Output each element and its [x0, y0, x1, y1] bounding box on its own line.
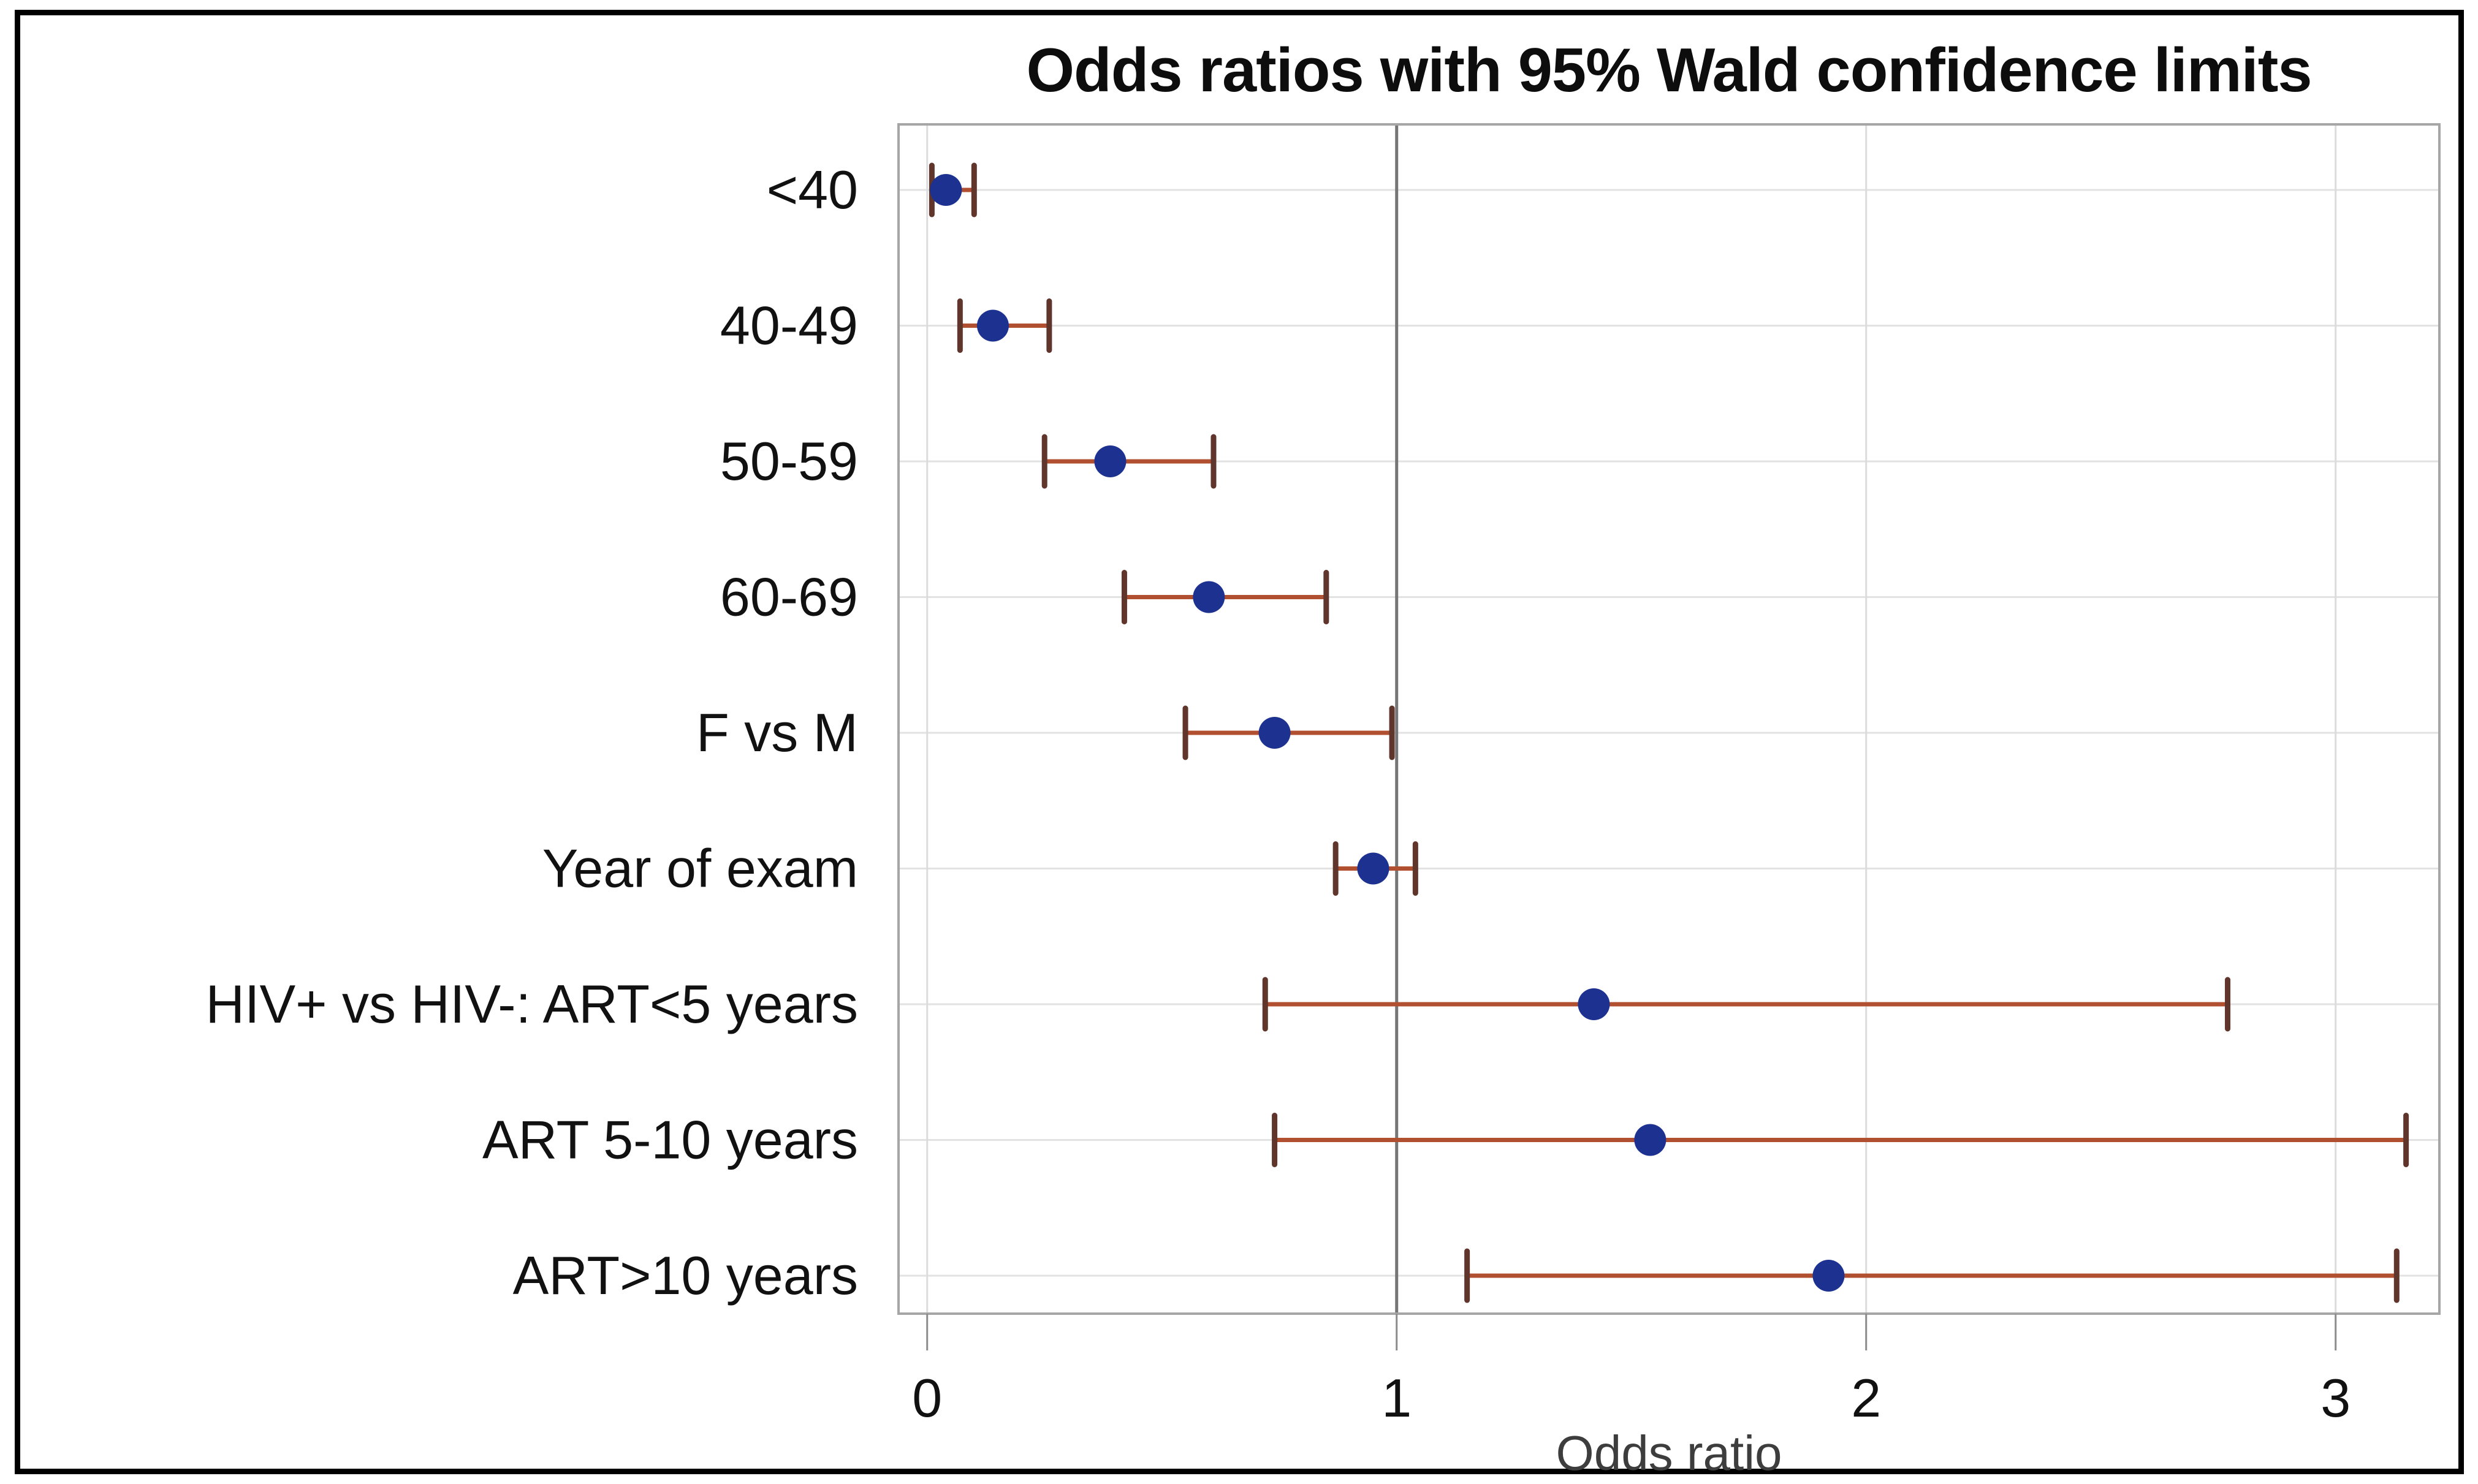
odds-ratio-dot — [1634, 1124, 1667, 1156]
category-label: <40 — [767, 159, 858, 220]
category-label: 50-59 — [720, 431, 858, 491]
odds-ratio-dot — [1357, 852, 1389, 885]
category-label: 40-49 — [720, 295, 858, 355]
plot-frame — [897, 123, 2441, 1315]
x-tick-label: 1 — [1382, 1368, 1412, 1428]
x-tick-label: 0 — [912, 1368, 942, 1428]
x-tick-label: 2 — [1851, 1368, 1881, 1428]
category-label: F vs M — [696, 702, 858, 763]
chart-title: Odds ratios with 95% Wald confidence lim… — [1026, 36, 2312, 105]
category-label: ART 5-10 years — [482, 1109, 858, 1170]
odds-ratio-dot — [1094, 445, 1127, 477]
odds-ratio-dot — [1258, 717, 1291, 749]
x-axis-title: Odds ratio — [1556, 1426, 1782, 1480]
category-label: 60-69 — [720, 566, 858, 627]
odds-ratio-dot — [1812, 1260, 1845, 1292]
odds-ratio-dot — [1578, 988, 1610, 1020]
odds-ratio-dot — [976, 309, 1009, 342]
x-tick-label: 3 — [2320, 1368, 2351, 1428]
odds-ratio-dot — [930, 174, 962, 206]
odds-ratio-dot — [1193, 581, 1225, 613]
category-label: ART>10 years — [513, 1245, 858, 1306]
category-label: Year of exam — [542, 838, 858, 898]
category-label: HIV+ vs HIV-: ART<5 years — [205, 974, 858, 1034]
figure-outer-border — [15, 10, 2464, 1474]
